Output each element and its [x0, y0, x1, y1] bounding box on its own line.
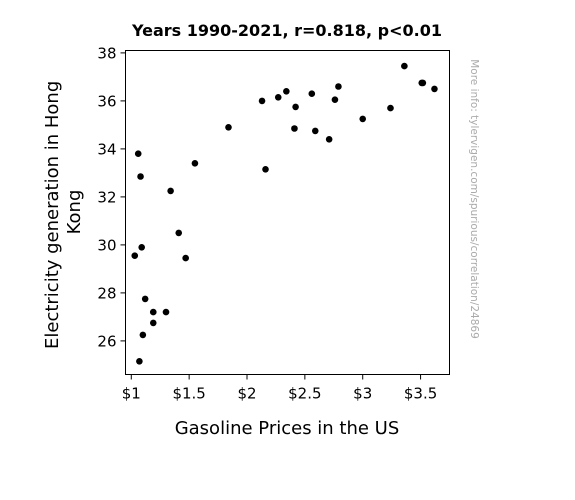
- x-axis: $1 $1.5 $2 $2.5 $3 $3.5: [122, 374, 437, 403]
- x-axis-label: Gasoline Prices in the US: [175, 418, 400, 439]
- data-point: [149, 308, 157, 316]
- y-axis-label-line-2: Kong: [64, 190, 85, 235]
- y-tick-label: 26: [97, 332, 116, 350]
- x-tick-label: $2: [237, 385, 256, 403]
- x-tick-label: $1.5: [172, 385, 205, 403]
- data-point: [225, 124, 232, 131]
- data-point: [167, 187, 174, 195]
- data-point: [141, 295, 149, 303]
- data-point: [311, 127, 319, 135]
- data-point: [308, 90, 316, 97]
- y-axis-label: Electricity generation in Hong Kong: [42, 75, 85, 349]
- data-point: [331, 96, 339, 103]
- y-tick-label: 38: [97, 44, 116, 62]
- data-point: [131, 252, 139, 259]
- data-point: [292, 103, 299, 111]
- data-point: [431, 85, 438, 93]
- data-point: [162, 308, 170, 316]
- y-tick-label: 30: [97, 236, 116, 254]
- data-point: [182, 254, 189, 262]
- data-point: [137, 173, 144, 180]
- y-tick-label: 34: [97, 140, 116, 158]
- y-tick-label: 28: [97, 284, 116, 302]
- plot-area-frame: [125, 50, 450, 375]
- data-points: [131, 62, 438, 365]
- data-point: [274, 94, 282, 101]
- data-point: [387, 104, 394, 112]
- y-tick-label: 32: [97, 188, 116, 206]
- chart-title: Years 1990-2021, r=0.818, p<0.01: [131, 21, 442, 40]
- data-point: [134, 150, 142, 157]
- y-axis-label-line-1: Electricity generation in Hong: [42, 81, 63, 349]
- data-point: [138, 244, 145, 251]
- watermark-text: More info: tylervigen.com/spurious/corre…: [468, 59, 480, 339]
- data-point: [359, 115, 367, 123]
- data-point: [291, 125, 298, 132]
- data-point: [401, 62, 408, 70]
- data-point: [149, 319, 157, 327]
- x-tick-label: $2.5: [288, 385, 321, 403]
- data-point: [139, 331, 147, 339]
- data-point: [335, 83, 342, 90]
- data-point: [175, 229, 183, 237]
- x-tick-label: $1: [122, 385, 141, 403]
- data-point: [419, 79, 427, 87]
- x-tick-label: $3.5: [404, 385, 437, 403]
- data-point: [136, 358, 143, 365]
- data-point: [191, 160, 199, 167]
- data-point: [258, 97, 266, 105]
- data-point: [262, 166, 269, 173]
- data-point: [283, 88, 290, 95]
- y-tick-label: 36: [97, 92, 116, 110]
- x-tick-label: $3: [353, 385, 372, 403]
- y-axis: 26 28 30 32 34 36 38: [97, 44, 126, 350]
- data-point: [325, 136, 333, 143]
